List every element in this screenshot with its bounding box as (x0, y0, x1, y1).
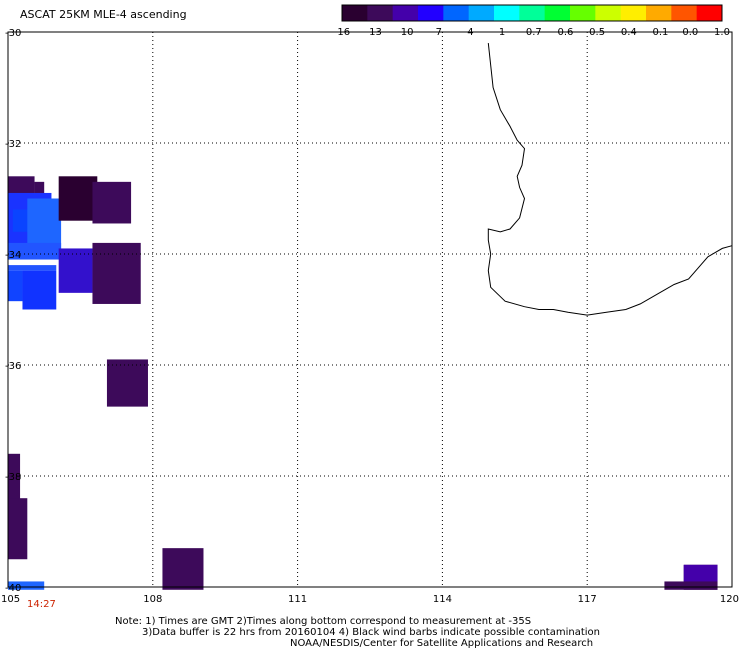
colorbar-label: -0.7 (522, 27, 542, 38)
colorbar-swatch (646, 5, 672, 21)
axis-ticks: 105 108 111 114 117 120 -30 -32 -34 -36 -38 -40 (1, 28, 739, 605)
colorbar-label: -0.1 (649, 27, 669, 38)
map-frame (7, 31, 733, 588)
x-tick-label: 120 (720, 594, 739, 605)
wind-cell (8, 270, 23, 302)
map-title: ASCAT 25KM MLE-4 ascending (20, 8, 187, 21)
colorbar-swatch (595, 5, 622, 21)
coastline (487, 43, 733, 316)
wind-cell (664, 581, 718, 590)
colorbar-label: -13 (365, 27, 381, 38)
wind-cell (8, 242, 62, 260)
colorbar-swatch (544, 5, 571, 21)
colorbar-border (341, 4, 723, 22)
colorbar-label: -0.6 (554, 27, 574, 38)
y-tick-label: -34 (5, 250, 21, 261)
colorbar-swatch (671, 5, 698, 21)
lat-lon-grid (8, 32, 732, 587)
colorbar-swatch (519, 5, 546, 21)
wind-cell (8, 453, 21, 504)
wind-cell (106, 359, 148, 407)
colorbar-swatch (494, 5, 520, 21)
colorbar-label: 0.0 (682, 27, 698, 38)
colorbar-label: -10 (397, 27, 413, 38)
colorbar-swatch (620, 5, 647, 21)
colorbar-label: -16 (334, 27, 350, 38)
colorbar-label: -0.4 (617, 27, 637, 38)
colorbar-label: -1 (495, 27, 505, 38)
y-tick-label: -30 (5, 28, 21, 39)
wind-cell (683, 564, 718, 582)
wind-cell (8, 265, 57, 271)
colorbar-swatch (468, 5, 495, 21)
colorbar-swatch (443, 5, 470, 21)
wind-cell (8, 498, 28, 560)
x-tick-label: 117 (578, 594, 597, 605)
wind-cell (8, 581, 45, 590)
wind-cell (58, 248, 93, 293)
note-line-1: Note: 1) Times are GMT 2)Times along bot… (115, 616, 532, 627)
colorbar-label: 1.0 (714, 27, 730, 38)
y-tick-label: -32 (5, 139, 21, 150)
y-tick-label: -38 (5, 472, 21, 483)
colorbar-swatch (367, 5, 394, 21)
x-tick-label: 111 (288, 594, 307, 605)
note-line-3: NOAA/NESDIS/Center for Satellite Applica… (290, 638, 594, 649)
color-scale-bar: -16 -13 -10 -7 -4 -1 -0.7 -0.6 -0.5 -0.4 -0.1 0.0 1.… (334, 4, 730, 38)
colorbar-label: -4 (464, 27, 474, 38)
x-tick-label: 108 (143, 594, 162, 605)
pass-time-label: 14:27 (27, 599, 56, 610)
colorbar-swatch (696, 5, 723, 21)
wind-cell (22, 270, 57, 310)
y-tick-label: -36 (5, 361, 21, 372)
colorbar-swatch (392, 5, 419, 21)
colorbar-swatch (342, 5, 368, 21)
colorbar-label: -0.5 (586, 27, 606, 38)
note-line-2: 3)Data buffer is 22 hrs from 20160104 4)… (142, 627, 600, 638)
colorbar-swatch (570, 5, 596, 21)
wind-data-cells (8, 176, 718, 590)
wind-cell (162, 548, 204, 590)
colorbar-label: -7 (432, 27, 442, 38)
y-tick-label: -40 (5, 583, 21, 594)
wind-cell (92, 242, 141, 304)
wind-cell (92, 181, 132, 224)
x-tick-label: 105 (1, 594, 20, 605)
x-tick-label: 114 (433, 594, 452, 605)
wind-cell (58, 176, 98, 221)
colorbar-swatch (418, 5, 444, 21)
